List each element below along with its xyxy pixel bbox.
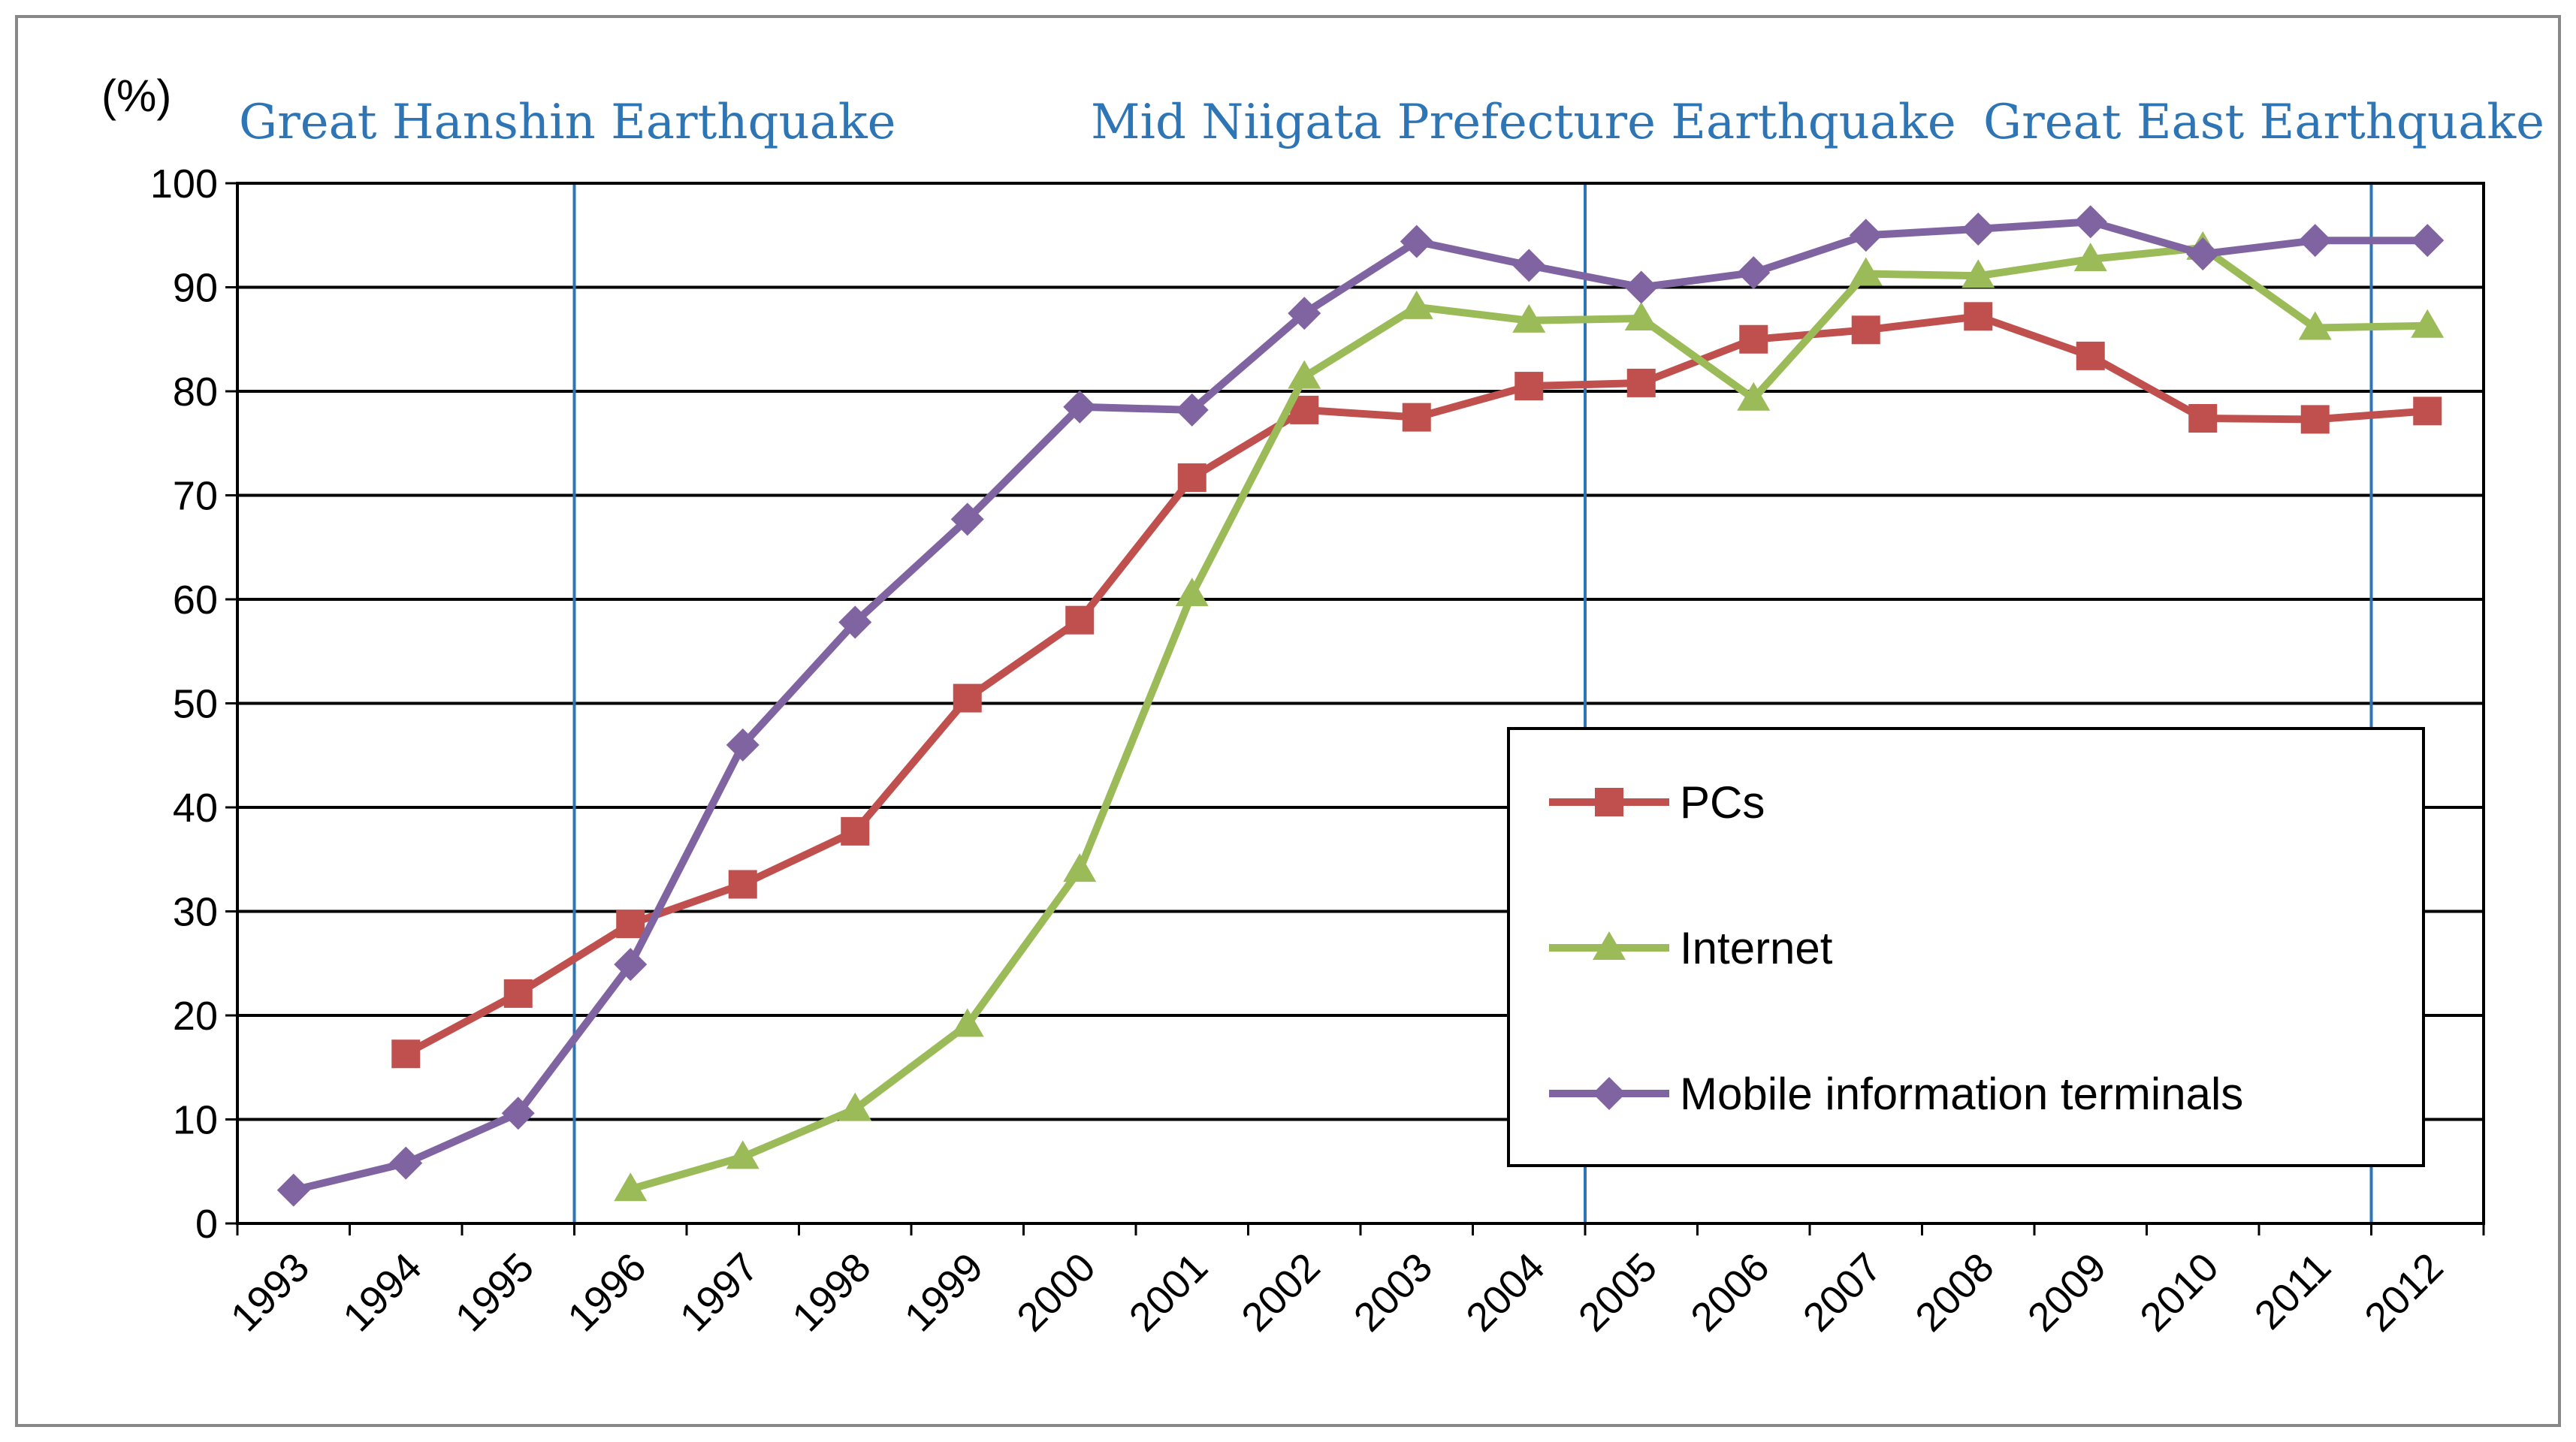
data-point-internet-2001 [1175, 578, 1209, 607]
data-point-pcs-1998 [841, 816, 870, 846]
data-point-mobile-information-terminals-1997 [726, 728, 760, 762]
figure-frame [15, 15, 2561, 1427]
legend-entry-pcs: PCs [1549, 777, 1765, 828]
series-line-mobile-information-terminals [289, 218, 2432, 1194]
y-tick-label-50: 50 [173, 682, 218, 727]
data-point-pcs-1995 [503, 979, 533, 1008]
y-tick-label-20: 20 [173, 994, 218, 1039]
data-point-pcs-2011 [2300, 405, 2330, 434]
data-point-pcs-2000 [1065, 605, 1095, 635]
y-tick-label-90: 90 [173, 266, 218, 311]
legend-swatch-marker-internet [1593, 931, 1626, 960]
data-point-mobile-information-terminals-1995 [501, 1097, 535, 1130]
y-tick-label-70: 70 [173, 474, 218, 519]
data-point-mobile-information-terminals-2001 [1175, 393, 1209, 427]
data-point-internet-2007 [1849, 257, 1883, 286]
data-point-mobile-information-terminals-2005 [1624, 270, 1658, 304]
data-point-pcs-2003 [1402, 403, 1431, 432]
data-point-internet-2012 [2411, 309, 2445, 338]
data-point-pcs-2006 [1739, 324, 1768, 354]
series-pcs [391, 302, 2442, 1069]
data-point-pcs-2004 [1514, 372, 1544, 401]
data-point-internet-2000 [1063, 853, 1097, 882]
data-point-pcs-2005 [1626, 368, 1656, 397]
legend-swatch-marker-mobile-information-terminals [1593, 1077, 1626, 1110]
data-point-internet-2003 [1400, 290, 1433, 319]
y-tick-label-10: 10 [173, 1098, 218, 1143]
data-point-internet-2011 [2298, 311, 2332, 340]
data-point-internet-1998 [838, 1092, 872, 1121]
data-point-pcs-2009 [2076, 341, 2105, 370]
data-point-mobile-information-terminals-1994 [389, 1146, 423, 1180]
data-point-mobile-information-terminals-2004 [1512, 249, 1546, 282]
data-point-pcs-1994 [391, 1039, 421, 1069]
series [276, 205, 2445, 1207]
data-point-mobile-information-terminals-2009 [2073, 205, 2107, 239]
data-point-mobile-information-terminals-2007 [1849, 219, 1883, 252]
data-point-mobile-information-terminals-2006 [1737, 256, 1771, 290]
data-point-pcs-1999 [953, 683, 982, 713]
data-point-mobile-information-terminals-2003 [1400, 225, 1433, 258]
y-tick-label-0: 0 [195, 1202, 218, 1247]
event-label-2011: Great East Earthquake [1983, 95, 2544, 150]
y-tick-label-60: 60 [173, 578, 218, 623]
series-internet [614, 231, 2445, 1202]
legend-label-internet: Internet [1680, 923, 1833, 973]
data-point-mobile-information-terminals-1993 [276, 1173, 310, 1207]
y-tick-label-30: 30 [173, 890, 218, 935]
legend-entry-mobile-information-terminals: Mobile information terminals [1549, 1069, 2243, 1119]
legend: PCs Internet Mobile information terminals [1507, 727, 2425, 1167]
data-point-mobile-information-terminals-2010 [2186, 237, 2220, 271]
data-point-pcs-1997 [728, 870, 757, 899]
data-point-internet-2006 [1737, 382, 1771, 411]
data-point-pcs-2007 [1851, 315, 1880, 345]
data-point-internet-1996 [614, 1172, 648, 1202]
data-point-mobile-information-terminals-1999 [950, 502, 984, 536]
data-point-pcs-1996 [616, 910, 645, 939]
data-point-pcs-2010 [2188, 404, 2218, 433]
data-point-internet-2008 [1961, 259, 1995, 288]
event-labels: Great Hanshin Earthquake Mid Niigata Pref… [239, 95, 2544, 150]
data-point-pcs-2001 [1177, 463, 1206, 492]
event-label-2004: Mid Niigata Prefecture Earthquake [1091, 95, 1956, 150]
y-tick-label-40: 40 [173, 786, 218, 831]
y-unit-label: (%) [101, 71, 171, 121]
data-point-internet-2004 [1512, 303, 1546, 333]
legend-label-pcs: PCs [1680, 777, 1765, 828]
y-tick-label-80: 80 [173, 370, 218, 415]
legend-label-mobile-information-terminals: Mobile information terminals [1680, 1069, 2243, 1119]
series-mobile-information-terminals [276, 205, 2445, 1207]
data-point-internet-2009 [2073, 243, 2107, 272]
data-point-internet-2002 [1288, 360, 1321, 389]
data-point-mobile-information-terminals-2000 [1063, 390, 1097, 424]
legend-swatch-marker-pcs [1595, 788, 1623, 816]
data-point-pcs-2008 [1964, 302, 1993, 331]
data-point-internet-1999 [950, 1008, 984, 1037]
data-point-internet-1997 [726, 1140, 760, 1169]
data-point-pcs-2012 [2413, 397, 2442, 426]
y-tick-label-100: 100 [150, 161, 218, 207]
data-point-mobile-information-terminals-2002 [1288, 297, 1321, 330]
data-point-mobile-information-terminals-2008 [1961, 212, 1995, 246]
data-point-mobile-information-terminals-1998 [838, 605, 872, 639]
data-point-internet-2005 [1624, 302, 1658, 331]
gridlines [237, 285, 2484, 1121]
legend-entry-internet: Internet [1549, 923, 1833, 973]
data-point-mobile-information-terminals-2012 [2411, 224, 2445, 258]
data-point-mobile-information-terminals-1996 [614, 948, 648, 982]
data-point-mobile-information-terminals-2011 [2298, 224, 2332, 258]
event-label-1995: Great Hanshin Earthquake [239, 95, 896, 150]
